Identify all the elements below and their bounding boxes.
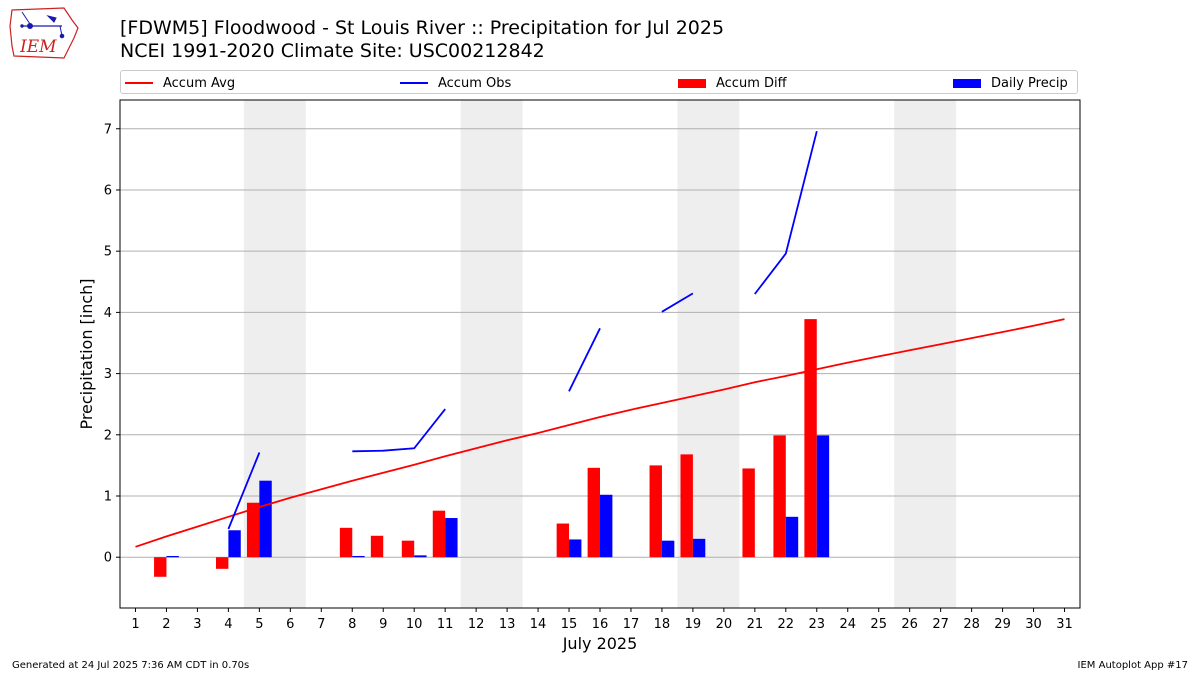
bar-daily-precip [445,518,458,558]
generated-note: Generated at 24 Jul 2025 7:36 AM CDT in … [12,660,250,671]
x-tick-label: 17 [623,617,640,632]
x-tick-label: 24 [839,617,856,632]
bar-accum-diff [804,319,817,558]
bar-daily-precip [661,540,675,558]
legend-item-accum-avg: Accum Avg [125,74,235,92]
y-tick-label: 6 [104,183,112,198]
x-tick-label: 30 [1025,617,1042,632]
bar-accum-diff [370,535,384,558]
bar-daily-precip [569,539,582,558]
y-tick-label: 3 [104,367,112,382]
y-tick-label: 4 [104,306,112,321]
legend: Accum Avg Accum Obs Accum Diff Daily Pre… [120,70,1078,94]
y-tick-label: 0 [104,551,112,566]
legend-swatch [953,78,981,88]
line-accum-obs [661,292,694,313]
chart-subtitle: NCEI 1991-2020 Climate Site: USC00212842 [120,40,545,62]
bar-accum-diff [216,557,229,569]
x-tick-label: 2 [162,617,170,632]
legend-swatch [678,78,706,88]
legend-item-daily-precip: Daily Precip [953,74,1068,92]
x-tick-label: 22 [778,617,795,632]
x-tick-label: 20 [716,617,733,632]
bar-accum-diff [587,467,600,558]
legend-label: Accum Diff [716,75,787,91]
bar-daily-precip [816,435,830,558]
logo-text: IEM [19,37,57,57]
legend-label: Daily Precip [991,75,1068,91]
x-tick-label: 8 [348,617,356,632]
bar-daily-precip [228,530,241,558]
bar-accum-diff [680,454,693,558]
line-accum-obs [568,327,601,392]
weather-station-icon [20,11,65,39]
legend-label: Accum Avg [163,75,236,91]
bar-accum-diff [649,465,662,558]
line-accum-obs [754,130,818,295]
bar-daily-precip [600,494,613,558]
x-tick-label: 3 [193,617,201,632]
bar-accum-diff [556,523,570,558]
x-tick-label: 29 [994,617,1011,632]
x-tick-label: 21 [747,617,764,632]
weekend-shade [894,100,957,608]
bar-daily-precip [414,555,427,558]
plot-frame [119,99,1081,609]
iowa-outline-icon [9,7,79,59]
iem-logo: IEM [9,7,79,59]
x-tick-label: 4 [224,617,232,632]
line-accum-obs [227,452,261,530]
x-tick-label: 19 [685,617,702,632]
x-tick-label: 7 [317,617,325,632]
x-tick-label: 12 [468,617,485,632]
bar-daily-precip [352,555,365,558]
chart-title: [FDWM5] Floodwood - St Louis River :: Pr… [120,17,725,39]
x-tick-label: 1 [131,617,139,632]
bar-accum-diff [742,468,755,558]
line-accum-obs [352,408,446,453]
x-tick-label: 5 [255,617,263,632]
x-tick-label: 25 [870,617,887,632]
y-tick-label: 1 [104,489,112,504]
bar-accum-diff [339,527,353,558]
y-tick-label: 5 [104,245,112,260]
bar-daily-precip [692,538,706,558]
bar-daily-precip [166,555,179,558]
y-axis-label: Precipitation [inch] [77,278,96,429]
bar-daily-precip [785,516,799,558]
x-tick-label: 27 [932,617,949,632]
x-tick-label: 13 [499,617,516,632]
x-axis-label: July 2025 [562,634,638,653]
bar-accum-diff [773,435,786,558]
x-tick-label: 6 [286,617,294,632]
legend-swatch [400,82,428,84]
bar-accum-diff [154,557,167,577]
bar-accum-diff [432,510,446,558]
x-tick-label: 28 [963,617,980,632]
y-tick-label: 2 [104,428,112,443]
bar-daily-precip [259,480,272,558]
y-tick-label: 7 [104,122,112,137]
legend-swatch [125,82,153,84]
x-tick-label: 23 [809,617,826,632]
x-tick-label: 16 [592,617,609,632]
weekend-shade [460,100,523,608]
legend-label: Accum Obs [438,75,512,91]
x-tick-label: 14 [530,617,547,632]
x-tick-label: 31 [1056,617,1073,632]
legend-item-accum-obs: Accum Obs [400,74,511,92]
x-tick-label: 15 [561,617,578,632]
x-tick-label: 10 [406,617,423,632]
x-tick-label: 26 [901,617,918,632]
bar-accum-diff [401,540,415,558]
line-accum-avg [135,318,1065,548]
x-tick-label: 9 [379,617,387,632]
app-note: IEM Autoplot App #17 [1077,660,1188,671]
legend-item-accum-diff: Accum Diff [678,74,787,92]
x-tick-label: 11 [437,617,454,632]
bar-accum-diff [246,502,260,558]
x-tick-label: 18 [654,617,671,632]
